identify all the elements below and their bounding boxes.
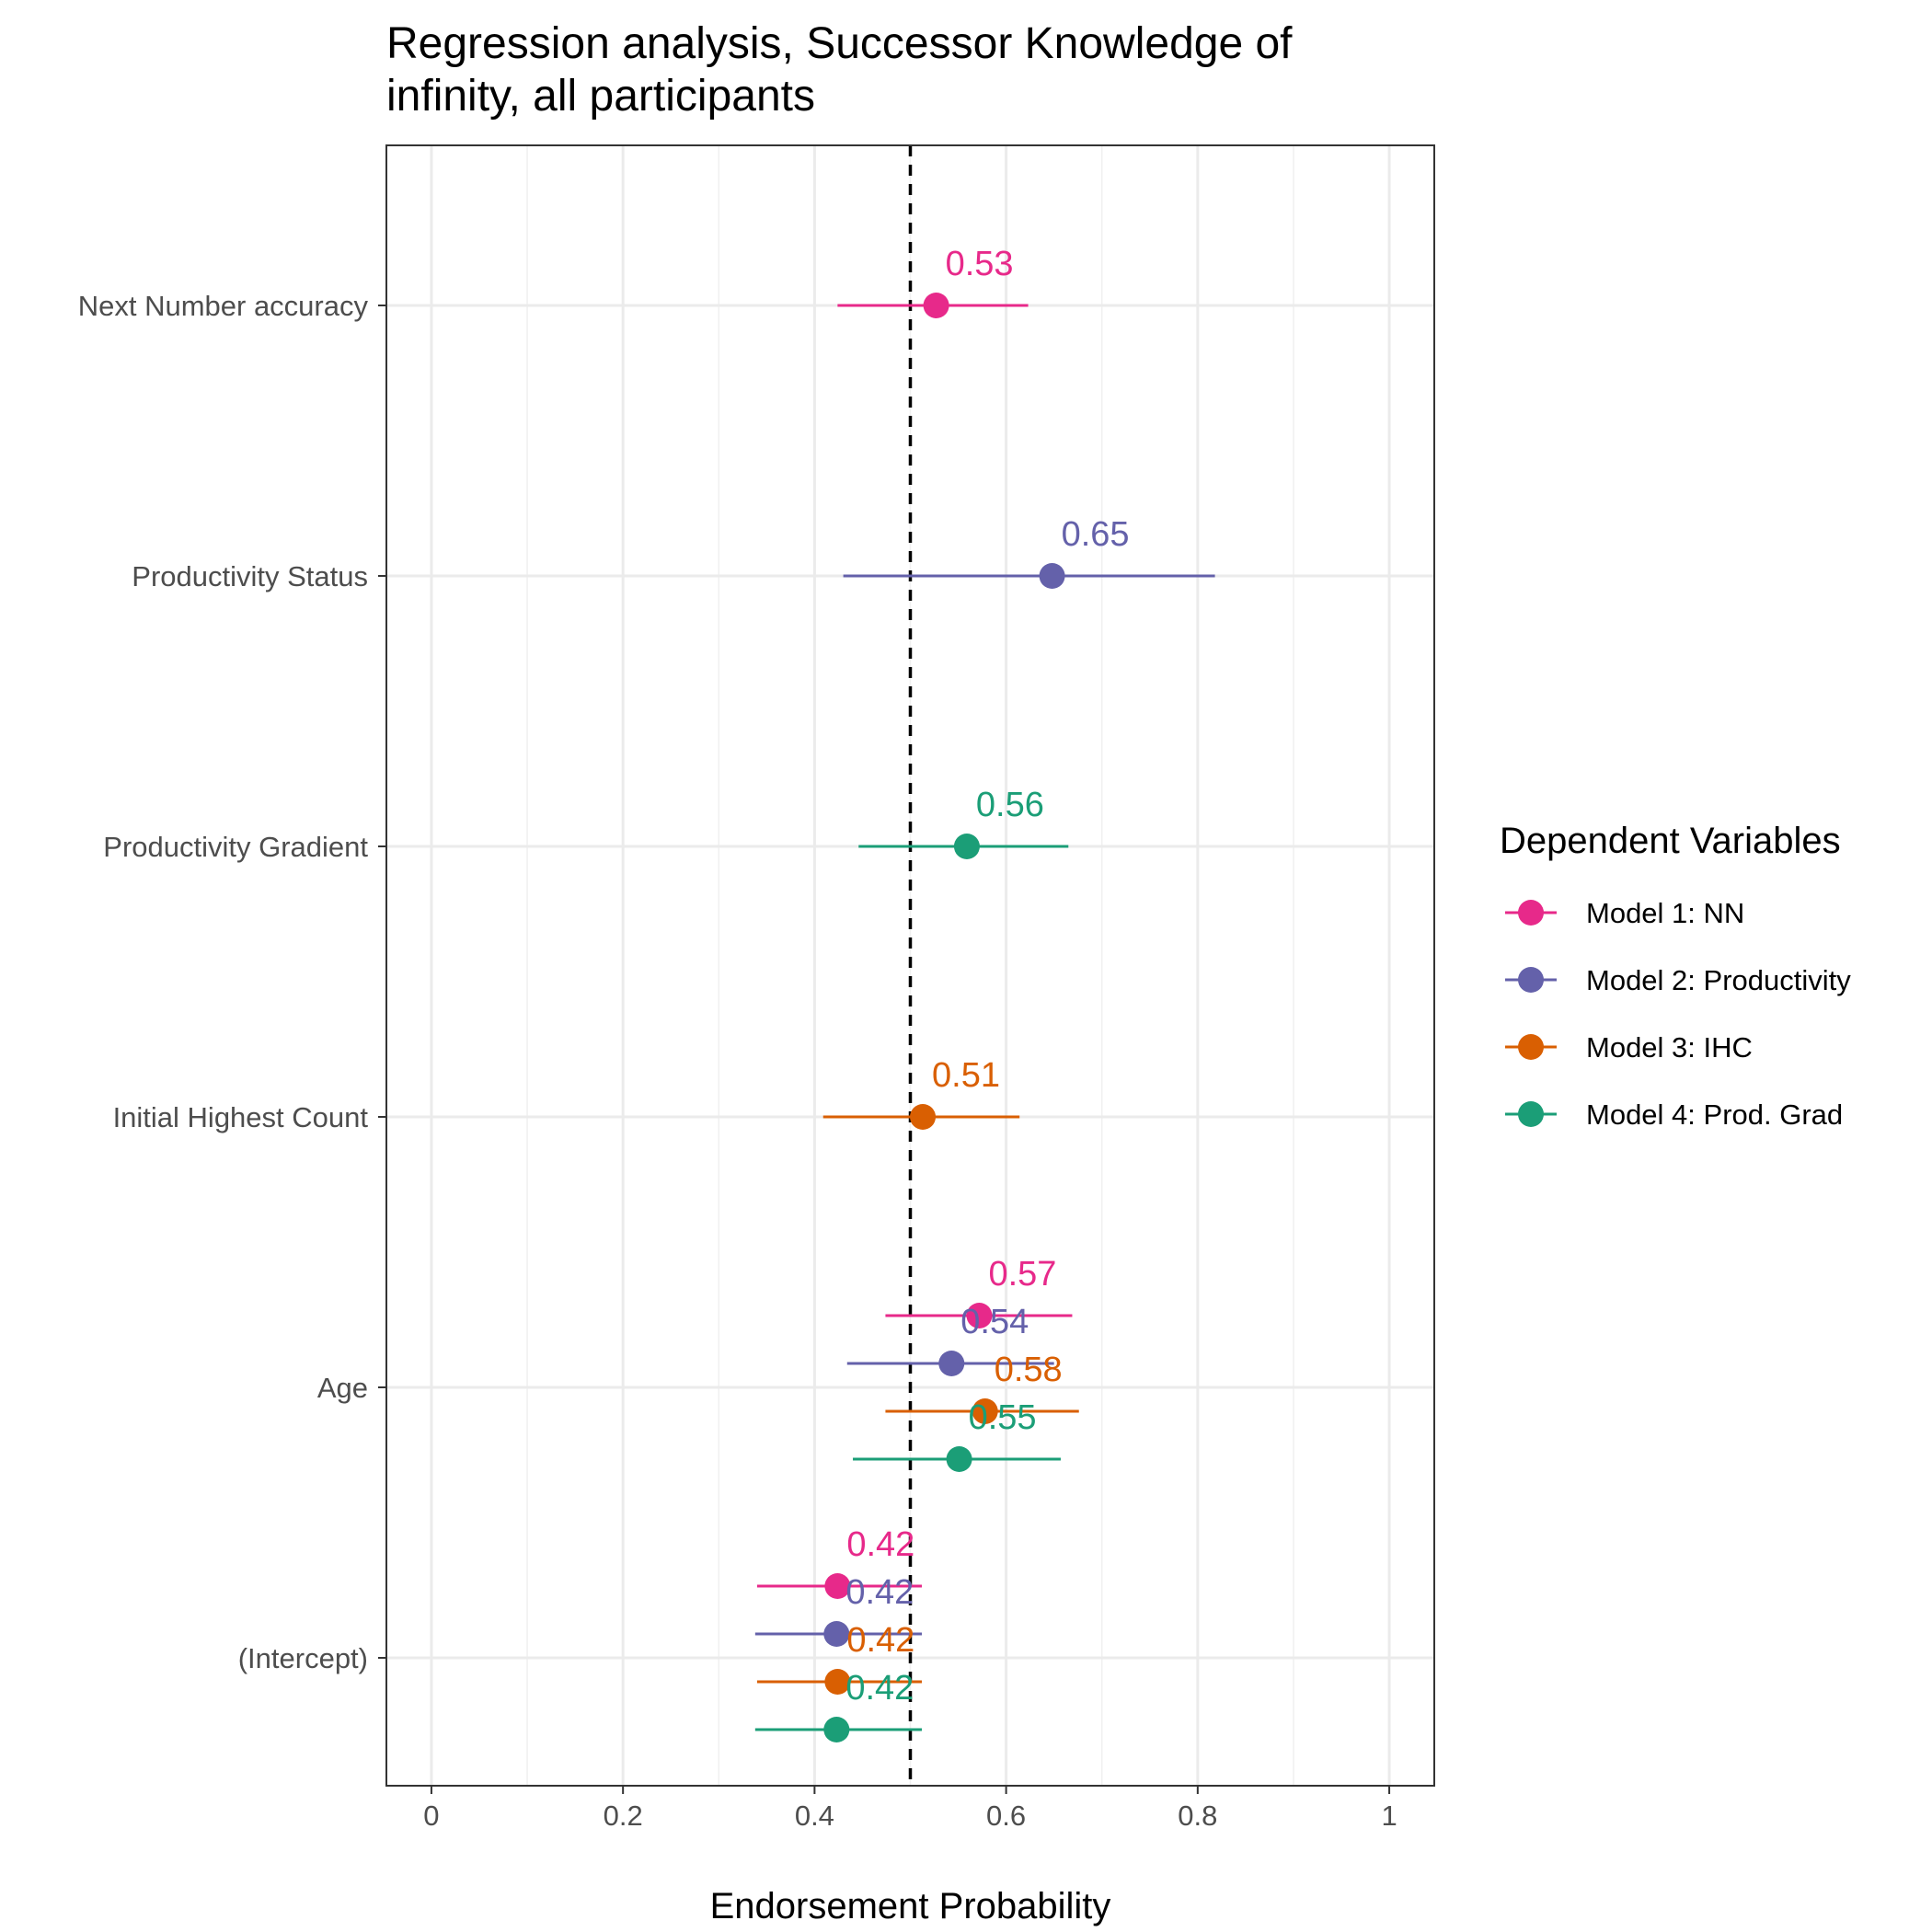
value-label: 0.58 [995, 1351, 1063, 1389]
value-label: 0.55 [969, 1398, 1037, 1437]
y-tick-label: Productivity Gradient [103, 831, 368, 863]
estimate-mark [754, 1717, 922, 1742]
estimate-mark [756, 1669, 922, 1695]
estimate-mark [846, 1351, 1054, 1376]
value-label: 0.51 [932, 1056, 1000, 1095]
legend-key-dot [1518, 900, 1544, 926]
y-tick-label: Next Number accuracy [78, 290, 369, 322]
value-label: 0.54 [960, 1303, 1029, 1341]
value-label: 0.42 [846, 1525, 914, 1564]
value-label: 0.57 [988, 1255, 1056, 1294]
y-tick-label: (Intercept) [238, 1642, 368, 1674]
estimate-mark [843, 563, 1215, 589]
estimate-mark [885, 1398, 1079, 1424]
value-label: 0.53 [946, 245, 1014, 283]
estimate-mark [754, 1621, 922, 1647]
x-axis: 0 0.2 0.4 0.6 0.8 1 [423, 1786, 1397, 1832]
point-estimate [972, 1398, 998, 1424]
point-estimate [946, 1446, 972, 1472]
value-label: 0.42 [845, 1573, 914, 1612]
legend-item: Model 4: Prod. Grad [1505, 1098, 1843, 1131]
point-estimate [823, 1717, 850, 1742]
x-tick-label: 0.8 [1178, 1800, 1217, 1832]
legend-key-dot [1518, 1101, 1544, 1127]
legend-key-dot [1518, 1034, 1544, 1060]
point-estimate [938, 1351, 965, 1376]
point-estimate [910, 1104, 937, 1130]
legend: Dependent Variables Model 1: NN Model 2: … [1500, 821, 1851, 1131]
point-estimate [823, 1621, 850, 1647]
plot-panel-border [385, 144, 1435, 1787]
estimate-mark [822, 1104, 1020, 1130]
x-tick-label: 0.6 [986, 1800, 1026, 1832]
legend-title: Dependent Variables [1500, 821, 1841, 861]
point-estimate [1039, 563, 1065, 589]
legend-label: Model 3: IHC [1586, 1031, 1753, 1064]
x-tick-label: 1 [1381, 1800, 1397, 1832]
value-label: 0.42 [845, 1669, 914, 1708]
point-estimate [824, 1669, 851, 1695]
point-estimate [966, 1303, 993, 1328]
value-label: 0.42 [846, 1621, 914, 1660]
legend-item: Model 3: IHC [1505, 1031, 1753, 1064]
estimate-mark [858, 834, 1069, 859]
chart-title-line-1: Regression analysis, Successor Knowledge… [386, 19, 1293, 68]
point-estimate [824, 1573, 851, 1599]
x-axis-title: Endorsement Probability [710, 1886, 1111, 1926]
legend-label: Model 4: Prod. Grad [1586, 1098, 1843, 1131]
estimate-mark [756, 1573, 922, 1599]
x-tick-label: 0.4 [795, 1800, 834, 1832]
value-label: 0.56 [976, 786, 1044, 824]
y-tick-label: Productivity Status [132, 560, 368, 592]
legend-label: Model 2: Productivity [1586, 964, 1851, 996]
chart-title-line-2: infinity, all participants [386, 72, 815, 121]
point-estimate [923, 293, 949, 318]
y-axis: Next Number accuracy Productivity Status P… [78, 290, 386, 1674]
x-tick-label: 0 [423, 1800, 439, 1832]
series-group: 0.53 0.65 0.56 0.51 0.57 0.54 0.58 0.55 0.42 0.42… [754, 245, 1215, 1742]
legend-key-dot [1518, 967, 1544, 993]
x-tick-label: 0.2 [604, 1800, 643, 1832]
value-label: 0.65 [1062, 515, 1130, 554]
estimate-mark [853, 1446, 1061, 1472]
y-tick-label: Age [317, 1372, 368, 1404]
legend-label: Model 1: NN [1586, 897, 1744, 929]
y-tick-label: Initial Highest Count [113, 1101, 369, 1133]
estimate-mark [885, 1303, 1073, 1328]
estimate-mark [837, 293, 1029, 318]
point-estimate [953, 834, 980, 859]
legend-item: Model 1: NN [1505, 897, 1744, 929]
legend-item: Model 2: Productivity [1505, 964, 1851, 996]
